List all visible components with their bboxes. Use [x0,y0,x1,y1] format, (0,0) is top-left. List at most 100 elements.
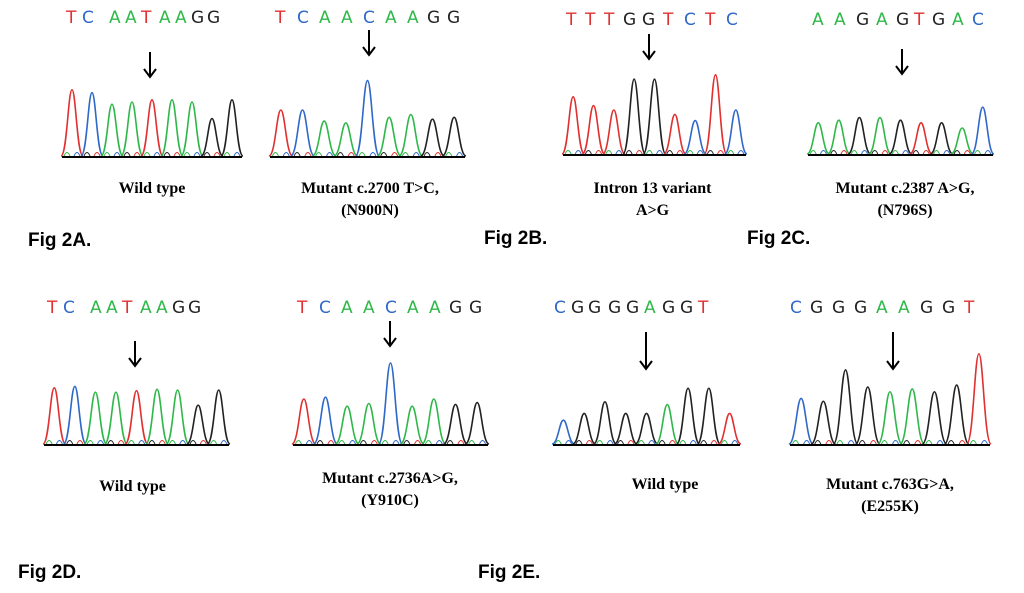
noise-peak [625,150,633,155]
base-letter: A [125,8,137,28]
peak [703,73,728,155]
noise-peak [943,150,951,155]
peak [291,398,317,445]
noise-peak [117,440,125,445]
noise-peak [585,440,593,445]
peak [200,117,224,157]
base-letter: T [698,298,709,318]
noise-peak [282,152,290,157]
noise-peak [45,440,53,445]
noise-peak [902,150,910,155]
peak [929,121,954,155]
peak [62,385,87,445]
base-letter: C [297,8,309,28]
noise-peak [456,152,464,157]
noise-peak [358,152,366,157]
peak [420,118,445,157]
caption-line: (N900N) [341,202,399,219]
caption-line: Wild type [631,476,699,493]
peak [788,397,815,445]
base-letter: A [385,8,397,28]
peak [810,400,837,445]
peak [832,369,859,445]
noise-peak [869,440,877,445]
peak [921,390,948,445]
peak [592,401,618,445]
peak [100,103,124,157]
noise-peak [958,440,966,445]
noise-peak [658,440,666,445]
noise-peak [830,150,838,155]
base-letter: T [914,10,925,30]
caption-2B: Intron 13 variant A>G [555,178,750,222]
noise-peak [183,152,191,157]
noise-peak [933,150,940,155]
noise-peak [391,152,399,157]
noise-peak [861,150,868,155]
base-letter: G [626,298,640,318]
base-letter: G [942,298,956,318]
peak [124,389,149,445]
base-letter: A [140,298,152,318]
base-letter: G [172,298,186,318]
chromatogram-2D-wt [42,385,231,446]
noise-peak [127,440,135,445]
peak [943,384,970,445]
noise-peak [189,440,197,445]
base-letter: G [932,10,946,30]
noise-peak [315,152,323,157]
arrow-icon [639,332,653,371]
chromatogram-2D-mut [291,362,490,446]
peak [144,388,170,445]
base-letter: C [82,8,94,28]
noise-peak [605,150,613,155]
peak [683,119,707,155]
base-letter: A [407,8,419,28]
noise-peak [892,440,900,445]
caption-2E-mut: Mutant c.763G>A, (E255K) [780,474,1000,518]
base-letter: G [810,298,824,318]
base-letter: G [207,8,221,28]
peak [950,127,974,155]
noise-peak [645,150,653,155]
chromatogram-2A-wt [60,88,244,158]
base-letter: A [834,10,846,30]
noise-peak [737,150,745,155]
noise-peak [223,152,231,157]
base-letter: G [191,8,205,28]
noise-peak [696,150,704,155]
peak [441,116,467,157]
base-letter: T [663,10,674,30]
noise-peak [912,150,920,155]
peak [581,104,606,155]
noise-peak [825,440,833,445]
noise-peak [76,440,84,445]
peak [356,402,382,445]
noise-peak [819,150,827,155]
base-letter: A [363,298,375,318]
noise-peak [380,152,388,157]
noise-peak [925,440,933,445]
base-letter: A [407,298,419,318]
noise-peak [858,440,866,445]
noise-peak [479,440,487,445]
noise-peak [871,150,879,155]
peak [42,387,67,445]
peak [601,109,626,155]
noise-peak [446,440,454,445]
caption-line: Wild type [99,478,166,495]
noise-peak [93,152,101,157]
noise-peak [414,440,422,445]
peak [717,412,742,445]
noise-peak [914,440,922,445]
figure-label-2B: Fig 2B. [484,228,548,249]
noise-peak [220,440,228,445]
peak [180,101,204,157]
peak [333,122,359,157]
base-letter: G [854,298,868,318]
noise-peak [717,150,725,155]
noise-peak [193,152,201,157]
peak [377,362,404,445]
